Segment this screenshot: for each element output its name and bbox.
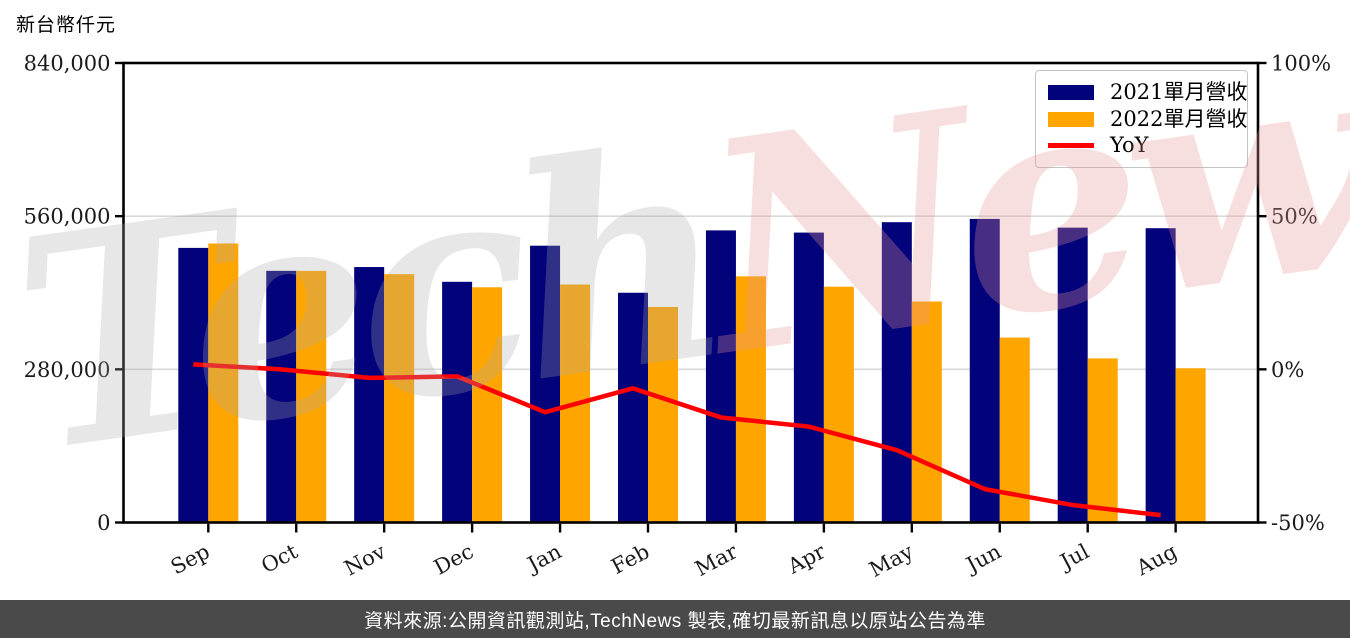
legend-label-2021: 2021單月營收 (1110, 79, 1248, 104)
legend: 2021單月營收 2022單月營收 YoY (1035, 70, 1248, 168)
y-left-tick-label: 560,000 (24, 205, 111, 229)
y-left-tick-label: 0 (97, 511, 110, 535)
source-caption-text: 資料來源:公開資訊觀測站,TechNews 製表,確切最新訊息以原站公告為準 (364, 610, 986, 632)
plot-frame (122, 61, 1260, 524)
x-tick-label-sep: Sep (167, 539, 214, 579)
bar-2021-jul (1057, 227, 1088, 523)
bar-2021-may (881, 222, 912, 523)
legend-item-yoy: YoY (1048, 132, 1235, 159)
y-right-tick-label: 0% (1271, 358, 1304, 382)
bar-2021-apr (793, 232, 824, 523)
x-tick-label-oct: Oct (257, 539, 302, 578)
bar-2021-jun (969, 218, 1000, 523)
bar-2022-mar (735, 276, 766, 523)
bar-2022-oct (296, 270, 327, 523)
x-tick-label-jan: Jan (522, 539, 565, 577)
bar-2021-aug (1145, 228, 1176, 523)
y-left-tick-label: 280,000 (24, 358, 111, 382)
legend-swatch-2021-icon (1048, 84, 1094, 100)
bar-2022-apr (823, 286, 854, 523)
bar-2021-nov (354, 267, 385, 523)
bar-2022-dec (472, 287, 503, 523)
bar-2022-feb (648, 306, 678, 523)
bar-2022-jul (1087, 358, 1118, 523)
bar-2021-feb (618, 292, 648, 523)
yoy-line (193, 362, 1161, 518)
x-tick-label-aug: Aug (1132, 539, 1181, 580)
x-tick-label-apr: Apr (783, 539, 830, 579)
bar-2022-may (911, 301, 942, 523)
legend-swatch-2022-icon (1048, 111, 1094, 127)
bar-2021-dec (442, 281, 473, 523)
legend-item-2021: 2021單月營收 (1048, 79, 1247, 106)
legend-label-yoy: YoY (1110, 133, 1149, 158)
y-left-tick-label: 840,000 (24, 52, 111, 76)
legend-swatch-yoy-icon (1048, 143, 1094, 149)
legend-label-2022: 2022單月營收 (1110, 106, 1248, 131)
x-tick-label-mar: Mar (691, 539, 742, 581)
x-tick-label-dec: Dec (430, 539, 477, 579)
bar-2021-oct (266, 270, 297, 523)
bar-2022-sep (208, 243, 239, 523)
legend-item-2022: 2022單月營收 (1048, 106, 1247, 133)
x-tick-label-jun: Jun (961, 539, 1005, 578)
bar-2022-aug (1175, 368, 1206, 523)
y-right-tick-label: 50% (1271, 205, 1318, 229)
bar-2022-nov (384, 274, 415, 523)
x-tick-label-feb: Feb (607, 539, 653, 579)
x-tick-label-jul: Jul (1055, 539, 1094, 575)
y-axis-unit-label: 新台幣仟元 (16, 14, 117, 36)
bar-2021-mar (705, 230, 736, 523)
x-tick-label-may: May (865, 539, 917, 582)
source-caption-bar: 資料來源:公開資訊觀測站,TechNews 製表,確切最新訊息以原站公告為準 (0, 600, 1350, 638)
y-right-tick-label: -50% (1271, 511, 1325, 535)
y-right-tick-label: 100% (1271, 52, 1331, 76)
bar-2021-sep (178, 247, 209, 523)
bar-2021-jan (530, 245, 561, 523)
x-tick-label-nov: Nov (340, 539, 389, 580)
